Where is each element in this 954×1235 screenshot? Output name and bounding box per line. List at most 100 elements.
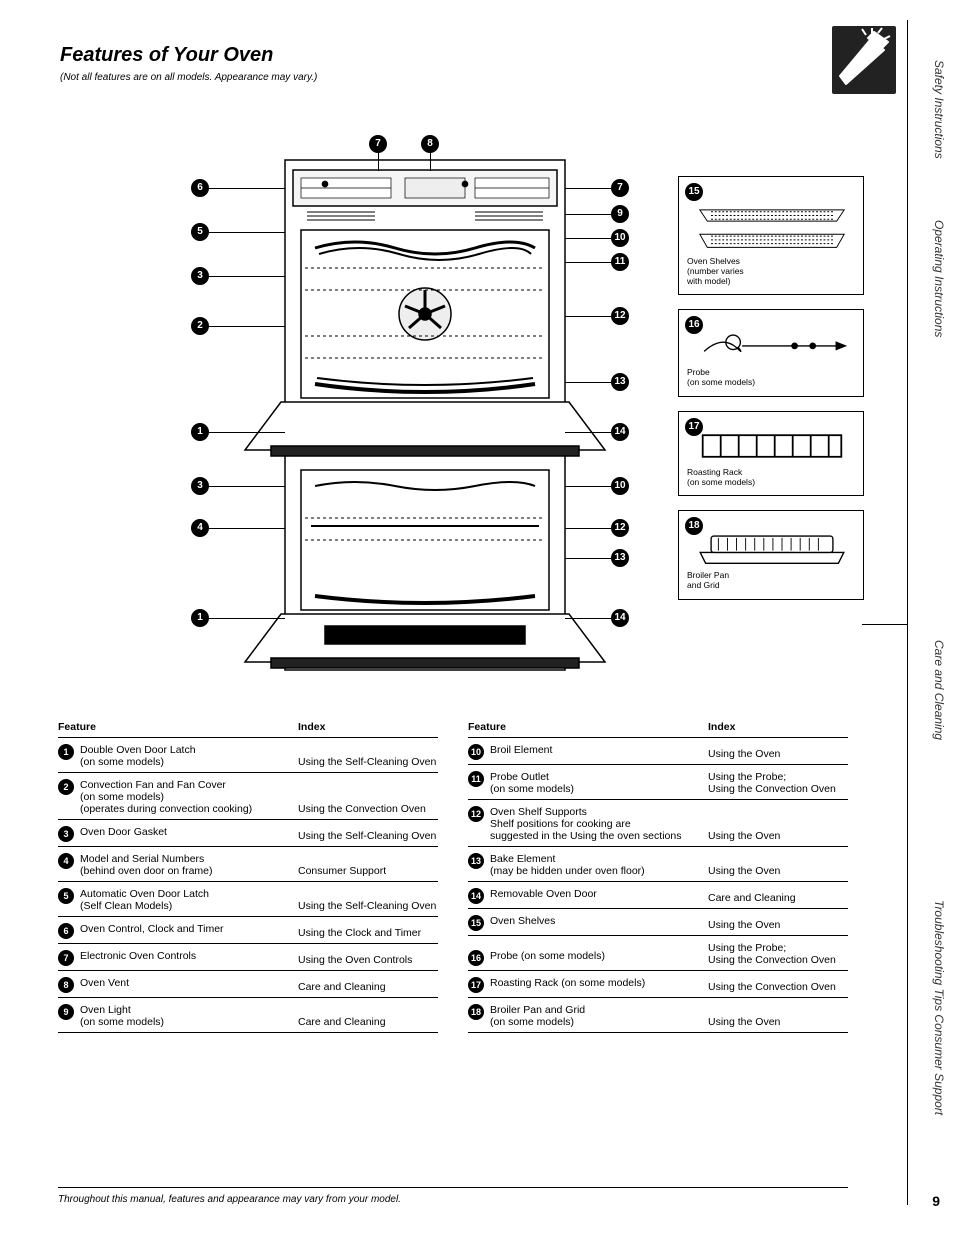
index-text: Using the Oven [698,865,848,877]
callout-10: 10 [611,229,629,247]
table-row: 1Double Oven Door Latch(on some models)U… [58,738,438,773]
table-row: 4Model and Serial Numbers(behind oven do… [58,847,438,882]
row-num: 11 [468,771,484,787]
table-row: 17Roasting Rack (on some models)Using th… [468,971,848,998]
row-num: 12 [468,806,484,822]
table-row: 2Convection Fan and Fan Cover(on some mo… [58,773,438,820]
callout-12: 12 [611,307,629,325]
callout-1: 1 [191,609,209,627]
lead-line [209,326,285,327]
row-num: 4 [58,853,74,869]
lead-line [565,486,611,487]
table-row: 13Bake Element(may be hidden under oven … [468,847,848,882]
feature-text: Removable Oven Door [490,888,597,904]
index-text: Care and Cleaning [288,981,438,993]
page-title: Features of Your Oven [60,44,273,67]
table-row: 15Oven ShelvesUsing the Oven [468,909,848,936]
lead-line [565,316,611,317]
table-row: 16Probe (on some models)Using the Probe;… [468,936,848,971]
callout-4: 4 [191,519,209,537]
table-row: 3Oven Door GasketUsing the Self-Cleaning… [58,820,438,847]
side-tab-safety: Safety Instructions [932,60,946,159]
feature-text: Probe (on some models) [490,950,605,966]
row-num: 1 [58,744,74,760]
lead-line [209,528,285,529]
side-tab-operating: Operating Instructions [932,220,946,337]
feature-text: Oven Vent [80,977,129,993]
accessory-box-17: 17Roasting Rack(on some models) [678,411,864,497]
table-row: 5 Automatic Oven Door Latch(Self Clean Mo… [58,882,438,917]
side-tab-support: Troubleshooting Tips Consumer Support [932,900,946,1115]
callout-10: 10 [611,477,629,495]
feature-text: Oven Door Gasket [80,826,167,842]
header-icon [832,26,896,94]
index-text: Using the Clock and Timer [288,927,438,939]
lead-line [565,618,611,619]
callout-15: 15 [685,183,703,201]
feature-text: Oven Control, Clock and Timer [80,923,224,939]
callout-7: 7 [611,179,629,197]
page-number: 9 [932,1193,940,1209]
table-row: 18 Broiler Pan and Grid(on some models) Us… [468,998,848,1033]
accessory-box-16: 16Probe(on some models) [678,309,864,397]
accessory-label: Probe(on some models) [687,368,855,388]
row-num: 17 [468,977,484,993]
table-row: 14Removable Oven DoorCare and Cleaning [468,882,848,909]
callout-1: 1 [191,423,209,441]
lead-line [378,153,379,171]
mid-rule [862,624,908,625]
accessory-box-15: 15 Oven Shelves(number varieswith model) [678,176,864,295]
callout-3: 3 [191,477,209,495]
index-text: Using the Probe;Using the Convection Ove… [698,771,848,795]
lead-line [209,618,285,619]
callout-14: 14 [611,423,629,441]
callout-13: 13 [611,373,629,391]
index-text: Using the Oven [698,748,848,760]
lead-line [430,153,431,171]
feature-text: Broil Element [490,744,552,760]
lead-line [209,486,285,487]
callout-3: 3 [191,267,209,285]
row-num: 9 [58,1004,74,1020]
row-num: 15 [468,915,484,931]
lead-line [565,558,611,559]
accessory-label: Oven Shelves(number varieswith model) [687,257,855,286]
row-num: 6 [58,923,74,939]
lead-line [565,528,611,529]
row-num: 10 [468,744,484,760]
feature-text: Broiler Pan and Grid(on some models) [490,1004,585,1028]
table-row: 12 Oven Shelf SupportsShelf positions for… [468,800,848,847]
feature-text: Automatic Oven Door Latch(Self Clean Mod… [80,888,209,912]
callout-12: 12 [611,519,629,537]
side-tab-care: Care and Cleaning [932,640,946,740]
lead-line [209,188,285,189]
row-num: 7 [58,950,74,966]
feature-text: Oven Light(on some models) [80,1004,164,1028]
index-text: Care and Cleaning [288,1016,438,1028]
table-row: 11 Probe Outlet(on some models) Using the … [468,765,848,800]
feature-text: Probe Outlet(on some models) [490,771,574,795]
index-text: Using the Self-Cleaning Oven [288,756,438,768]
feature-text: Roasting Rack (on some models) [490,977,645,993]
callout-2: 2 [191,317,209,335]
lead-line [565,382,611,383]
row-num: 13 [468,853,484,869]
row-num: 14 [468,888,484,904]
callout-9: 9 [611,205,629,223]
table-row: 7Electronic Oven ControlsUsing the Oven … [58,944,438,971]
model-note: (Not all features are on all models. App… [60,72,317,83]
index-text: Using the Oven Controls [288,954,438,966]
accessory-column: 15Oven Shelves(number varieswith model)1… [678,176,864,614]
lead-line [209,276,285,277]
index-text: Using the Oven [698,1016,848,1028]
row-num: 18 [468,1004,484,1020]
index-text: Using the Self-Cleaning Oven [288,830,438,842]
lead-line [565,432,611,433]
row-num: 5 [58,888,74,904]
feature-text: Oven Shelf SupportsShelf positions for c… [490,806,681,842]
row-num: 2 [58,779,74,795]
th-feature: Feature [468,721,698,733]
index-text: Using the Probe;Using the Convection Ove… [698,942,848,966]
accessory-box-18: 18Broiler Panand Grid [678,510,864,600]
lead-line [565,262,611,263]
